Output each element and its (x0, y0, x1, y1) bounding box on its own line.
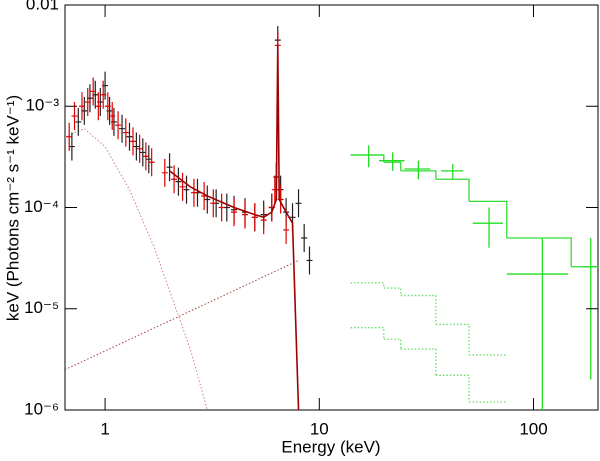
data-point (190, 178, 197, 207)
data-point (78, 92, 85, 121)
model-step (506, 237, 572, 267)
plot-frame (64, 4, 599, 411)
model-component (65, 128, 208, 410)
data-point (231, 198, 238, 227)
data-point (242, 200, 249, 229)
model-step (383, 338, 402, 350)
data-point (129, 127, 136, 156)
data-cross (441, 163, 464, 180)
data-point (301, 223, 308, 252)
data-point (148, 148, 155, 177)
data-point (119, 114, 126, 143)
y-tick-label: 10⁻⁶ (24, 399, 59, 418)
data-cross (379, 152, 405, 171)
data-point (84, 88, 91, 117)
data-point (90, 77, 97, 106)
y-tick-label: 10⁻³ (25, 96, 59, 115)
data-point (95, 92, 102, 121)
plot-area (65, 26, 598, 410)
model-step (435, 178, 470, 202)
data-cross (506, 237, 569, 410)
data-point (223, 193, 230, 222)
data-point (66, 122, 73, 151)
data-point (136, 134, 143, 163)
y-tick-label: 10⁻⁵ (24, 298, 59, 317)
data-point (179, 172, 186, 201)
data-point (142, 142, 149, 171)
model-step (383, 287, 402, 296)
data-point (109, 102, 116, 131)
x-axis-label: Energy (keV) (281, 437, 380, 456)
data-point (139, 138, 146, 167)
model-step (469, 200, 508, 238)
y-tick-label: 0.01 (26, 0, 59, 13)
data-point (306, 246, 313, 275)
data-point (75, 107, 82, 136)
data-point (122, 118, 129, 147)
model-step (350, 282, 385, 289)
model-step (350, 154, 385, 163)
data-point (295, 189, 302, 218)
data-point (210, 189, 217, 218)
x-tick-label: 100 (519, 419, 547, 438)
data-point (171, 165, 178, 194)
data-point (126, 122, 133, 151)
data-point (218, 193, 225, 222)
data-point (251, 203, 258, 232)
data-cross (350, 145, 384, 168)
data-point (260, 206, 267, 235)
model-step (400, 348, 437, 376)
data-cross (472, 207, 503, 248)
data-point (166, 153, 173, 182)
data-cross (404, 160, 431, 180)
data-point (104, 92, 111, 121)
model-step (435, 323, 470, 355)
data-point (115, 111, 122, 140)
data-point (161, 158, 168, 187)
x-tick-label: 1 (100, 419, 109, 438)
model-line (169, 45, 300, 410)
y-tick-label: 10⁻⁴ (24, 197, 59, 216)
model-step (383, 161, 402, 171)
model-component (65, 259, 299, 371)
data-point (175, 167, 182, 196)
data-point (100, 80, 107, 109)
model-step (350, 327, 385, 340)
model-step (400, 170, 437, 180)
data-point (204, 185, 211, 214)
data-point (145, 145, 152, 174)
data-point (183, 175, 190, 204)
x-tick-label: 10 (310, 419, 329, 438)
model-step (400, 294, 437, 325)
model-step (435, 374, 470, 402)
y-axis-label: keV (Photons cm⁻² s⁻¹ keV⁻¹) (3, 95, 22, 321)
data-point (133, 132, 140, 161)
data-point (283, 215, 290, 244)
